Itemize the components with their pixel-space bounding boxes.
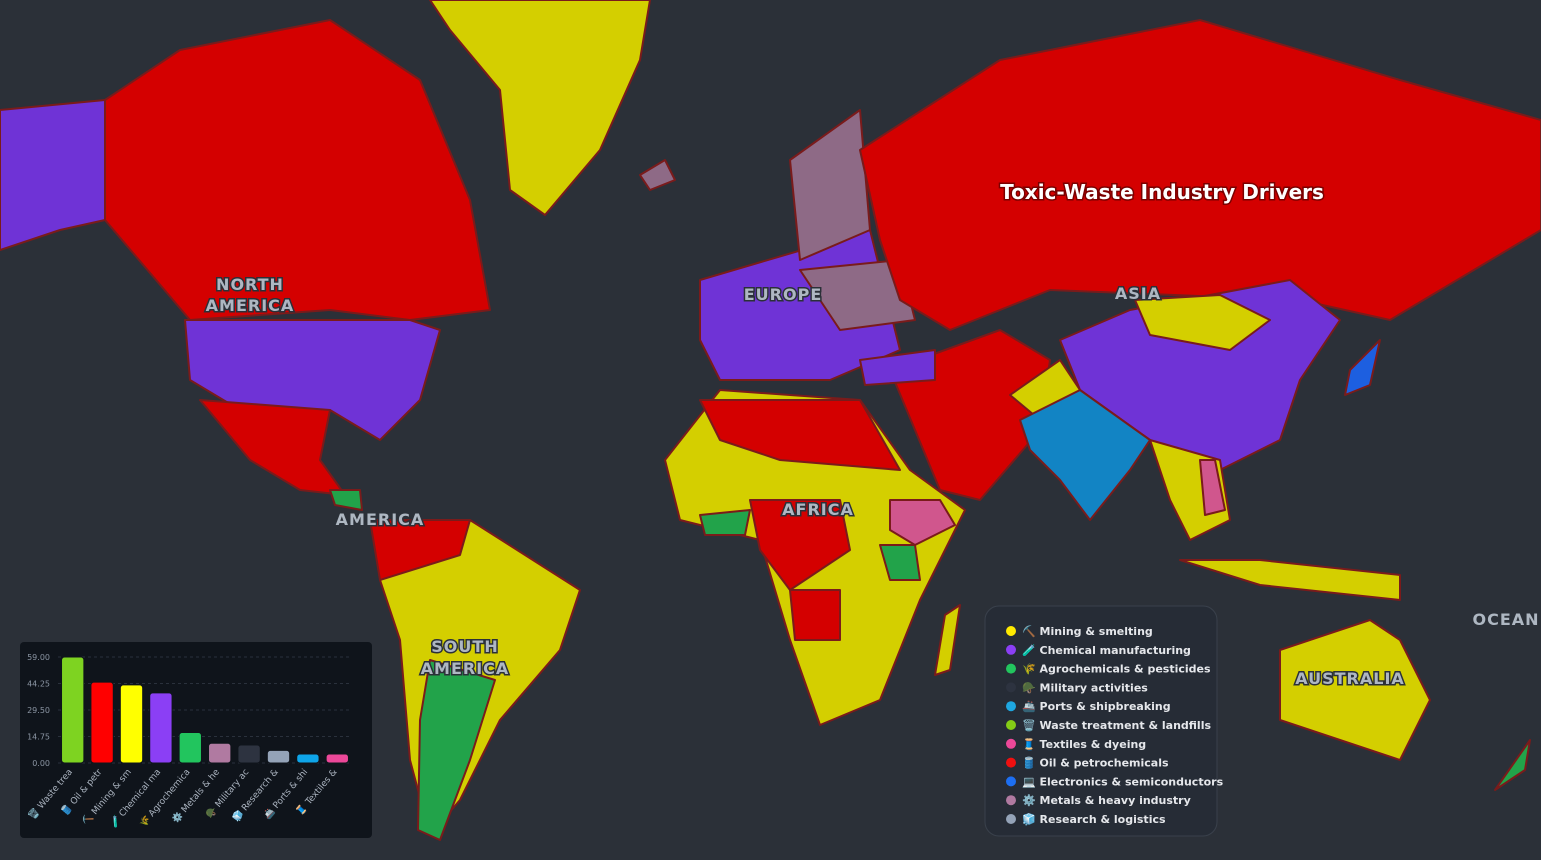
central-africa — [749, 499, 851, 591]
mexico — [199, 399, 346, 496]
argentina — [417, 659, 496, 841]
region-label: EUROPE — [744, 285, 823, 304]
legend-label[interactable]: 🧪 Chemical manufacturing — [1022, 644, 1191, 657]
russia — [859, 19, 1541, 331]
legend-swatch — [1006, 644, 1016, 655]
region-label: AMERICA — [206, 296, 295, 315]
map-labels: NORTH AMERICA EUROPE ASIA AFRICA AMERICA… — [204, 274, 1540, 690]
y-tick-label: 0.00 — [32, 759, 50, 768]
legend-swatch — [1006, 720, 1016, 730]
legend-swatch — [1006, 776, 1016, 787]
legend-label[interactable]: 🗑️ Waste treatment & landfills — [1022, 719, 1211, 732]
alaska — [0, 99, 106, 251]
ethiopia — [889, 499, 956, 546]
legend-label[interactable]: 🛢️ Oil & petrochemicals — [1022, 757, 1169, 770]
bar — [325, 753, 349, 764]
legend-swatch — [1006, 663, 1016, 674]
west-africa — [699, 509, 751, 536]
bar — [149, 692, 173, 764]
legend: ⛏️ Mining & smelting 🧪 Chemical manufactu… — [984, 605, 1224, 837]
region-label: SOUTH — [431, 637, 498, 656]
new-zealand — [1494, 739, 1531, 791]
legend-swatch — [1006, 701, 1016, 712]
legend-label[interactable]: 🧵 Textiles & dyeing — [1022, 738, 1146, 751]
legend-label[interactable]: 🌾 Agrochemicals & pesticides — [1022, 663, 1211, 676]
map — [0, 0, 1541, 841]
y-tick-label: 29.50 — [27, 706, 50, 715]
bar — [119, 684, 144, 764]
bar — [90, 681, 114, 764]
legend-swatch — [1006, 795, 1016, 806]
eastern-europe — [799, 259, 916, 331]
bar — [208, 742, 232, 764]
legend-label[interactable]: 🚢 Ports & shipbreaking — [1022, 700, 1171, 713]
greenland — [429, 0, 651, 216]
central-america — [329, 489, 363, 511]
turkey — [859, 349, 936, 386]
region-label: OCEAN — [1472, 610, 1539, 629]
y-tick-label: 14.75 — [27, 733, 50, 742]
region-label: AFRICA — [782, 500, 854, 519]
angola — [789, 589, 841, 641]
legend-swatch — [1006, 814, 1016, 824]
legend-label[interactable]: ⛏️ Mining & smelting — [1022, 625, 1153, 638]
kenya — [879, 544, 921, 581]
bar — [178, 731, 202, 764]
region-label: AMERICA — [421, 659, 510, 678]
legend-panel — [984, 605, 1218, 837]
map-title: Toxic-Waste Industry Drivers — [1000, 180, 1324, 204]
legend-label[interactable]: ⚙️ Metals & heavy industry — [1022, 794, 1191, 807]
north-south-america — [369, 519, 471, 581]
bar — [296, 753, 320, 764]
legend-label[interactable]: 🧊 Research & logistics — [1022, 813, 1166, 826]
australia — [1279, 619, 1431, 761]
legend-swatch — [1006, 757, 1016, 768]
legend-swatch — [1006, 738, 1016, 749]
region-label: AMERICA — [336, 510, 425, 529]
north-africa — [699, 399, 901, 471]
y-tick-label: 59.00 — [27, 653, 50, 662]
legend-swatch — [1006, 626, 1016, 636]
madagascar — [934, 604, 961, 676]
legend-label[interactable]: 💻 Electronics & semiconductors — [1022, 775, 1224, 788]
iceland — [639, 159, 676, 191]
region-label: AUSTRALIA — [1295, 669, 1405, 688]
y-tick-label: 44.25 — [27, 680, 50, 689]
canada — [104, 19, 491, 321]
legend-swatch — [1006, 682, 1016, 693]
mongolia — [1134, 294, 1271, 351]
region-label: NORTH — [216, 275, 284, 294]
india — [1019, 389, 1151, 521]
indonesia — [1179, 559, 1401, 601]
vietnam — [1199, 459, 1226, 516]
japan — [1344, 339, 1381, 396]
bar — [266, 749, 291, 764]
legend-label[interactable]: 🪖 Military activities — [1022, 681, 1148, 694]
bar — [237, 744, 261, 764]
bar — [61, 656, 85, 764]
region-label: ASIA — [1115, 284, 1161, 303]
scandinavia — [789, 109, 871, 261]
